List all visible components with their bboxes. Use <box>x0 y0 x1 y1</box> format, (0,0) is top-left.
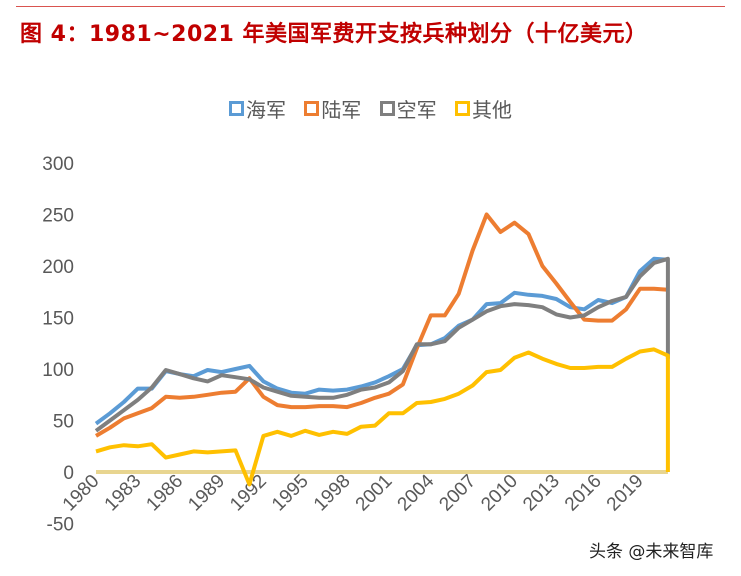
x-tick-label: 1989 <box>184 471 229 516</box>
x-tick-label: 2010 <box>477 471 522 516</box>
x-tick-label: 1998 <box>310 471 355 516</box>
legend-item-army: 陆军 <box>304 94 361 123</box>
legend: 海军 陆军 空军 其他 <box>0 94 741 123</box>
x-tick-label: 2001 <box>352 471 397 516</box>
y-tick-label: 250 <box>42 206 74 227</box>
y-tick-label: 200 <box>42 257 74 278</box>
legend-item-airforce: 空军 <box>379 94 437 123</box>
legend-swatch <box>455 101 471 116</box>
chart-title: 图 4：1981~2021 年美国军费开支按兵种划分（十亿美元） <box>20 22 648 47</box>
x-tick-label: 1995 <box>268 471 313 516</box>
x-tick-label: 2004 <box>394 470 439 515</box>
series-line-2 <box>94 256 670 433</box>
legend-item-navy: 海军 <box>228 94 286 123</box>
x-tick-label: 2016 <box>561 471 606 516</box>
y-tick-label: 0 <box>63 463 74 484</box>
y-tick-label: 50 <box>53 412 74 433</box>
x-tick-label: 2013 <box>519 471 564 516</box>
series-line-3 <box>95 347 670 487</box>
legend-swatch <box>228 101 244 116</box>
legend-swatch <box>379 101 395 116</box>
title-rule <box>16 6 725 7</box>
series-line-1 <box>94 212 669 438</box>
watermark: 头条 @未来智库 <box>589 542 714 562</box>
y-tick-label: 300 <box>42 154 74 175</box>
x-tick-label: 2019 <box>603 471 648 516</box>
x-tick-label: 1983 <box>101 471 146 516</box>
legend-item-other: 其他 <box>455 94 512 123</box>
x-tick-label: 2007 <box>435 471 480 516</box>
y-tick-label: 100 <box>42 360 74 381</box>
y-tick-label: -50 <box>47 515 74 536</box>
legend-swatch <box>304 101 320 116</box>
y-tick-label: 150 <box>42 309 74 330</box>
x-tick-label: 1986 <box>142 471 187 516</box>
